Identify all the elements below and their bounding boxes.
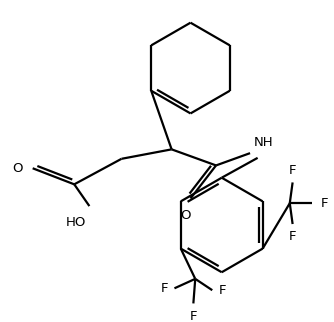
Text: F: F	[160, 282, 168, 295]
Text: O: O	[13, 162, 23, 175]
Text: O: O	[181, 209, 191, 222]
Text: F: F	[190, 310, 197, 322]
Text: F: F	[219, 284, 226, 297]
Text: HO: HO	[66, 215, 87, 229]
Text: F: F	[321, 197, 328, 210]
Text: NH: NH	[254, 136, 274, 149]
Text: F: F	[289, 164, 296, 177]
Text: F: F	[289, 230, 296, 243]
